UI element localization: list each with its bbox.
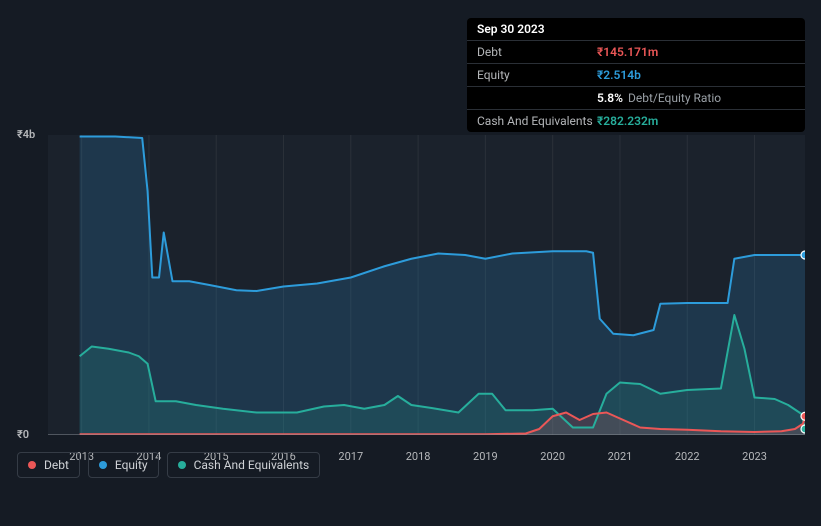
legend: Debt Equity Cash And Equivalents [17,452,320,478]
tooltip-date: Sep 30 2023 [477,22,545,36]
tooltip-extra: Debt/Equity Ratio [628,91,721,105]
legend-item-debt[interactable]: Debt [17,452,80,478]
tooltip-row: Debt₹145.171m [467,41,805,64]
tooltip-value: ₹145.171m [597,45,658,59]
x-axis-label: 2023 [742,450,767,463]
legend-item-equity[interactable]: Equity [88,452,159,478]
chart-svg [48,135,805,435]
x-axis-label: 2022 [675,450,700,463]
tooltip: Sep 30 2023 Debt₹145.171mEquity₹2.514b5.… [467,18,805,132]
plot-area[interactable] [48,135,805,435]
chart: ₹4b ₹0 201320142015201620172018201920202… [17,123,807,478]
tooltip-row: Equity₹2.514b [467,64,805,87]
tooltip-date-row: Sep 30 2023 [467,18,805,41]
legend-label: Debt [44,458,69,472]
tooltip-label: Debt [477,45,597,59]
x-axis-label: 2018 [406,450,431,463]
legend-item-cash-and-equivalents[interactable]: Cash And Equivalents [167,452,321,478]
x-axis-label: 2021 [608,450,633,463]
tooltip-row: 5.8% Debt/Equity Ratio [467,87,805,110]
x-axis-label: 2019 [473,450,498,463]
y-axis-label-bottom: ₹0 [17,428,29,441]
legend-dot [99,461,107,469]
legend-label: Equity [115,458,148,472]
legend-dot [178,461,186,469]
tooltip-label: Equity [477,68,597,82]
legend-label: Cash And Equivalents [194,458,310,472]
x-axis-label: 2017 [338,450,363,463]
x-axis-label: 2020 [540,450,565,463]
tooltip-value: 5.8% [597,91,623,105]
tooltip-value: ₹2.514b [597,68,641,82]
y-axis-label-top: ₹4b [17,128,35,141]
legend-dot [28,461,36,469]
tooltip-label [477,91,597,105]
